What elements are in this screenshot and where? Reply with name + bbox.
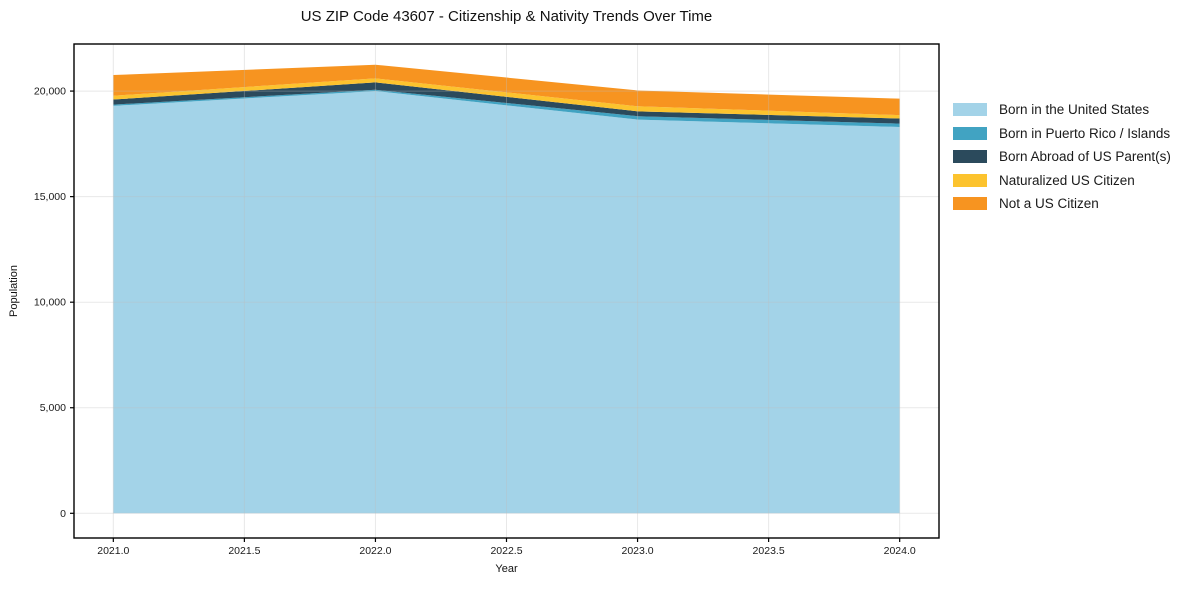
legend-item-not-a-us-citizen: Not a US Citizen: [953, 196, 1171, 212]
x-axis-label: Year: [495, 563, 518, 575]
legend-swatch: [953, 173, 987, 187]
area-born-in-puerto-rico-islands: [113, 89, 900, 127]
legend-label: Born Abroad of US Parent(s): [999, 149, 1171, 165]
x-tick-label: 2022.0: [359, 545, 391, 557]
legend-label: Not a US Citizen: [999, 196, 1099, 212]
y-tick-label: 0: [60, 508, 66, 520]
x-tick-label: 2024.0: [884, 545, 916, 557]
x-tick-label: 2021.5: [228, 545, 260, 557]
y-tick-label: 20,000: [34, 86, 66, 98]
y-axis-label: Population: [8, 265, 20, 317]
legend-item-born-in-puerto-rico-islands: Born in Puerto Rico / Islands: [953, 125, 1171, 141]
area-born-in-the-united-states: [113, 91, 900, 514]
x-tick-label: 2023.5: [753, 545, 785, 557]
area-born-abroad-of-us-parent-s: [113, 82, 900, 124]
legend-swatch: [953, 197, 987, 211]
chart-title: US ZIP Code 43607 - Citizenship & Nativi…: [300, 8, 713, 25]
legend-swatch: [953, 126, 987, 140]
area-naturalized-us-citizen: [113, 78, 900, 119]
legend-label: Naturalized US Citizen: [999, 172, 1135, 188]
area-not-a-us-citizen: [113, 64, 900, 116]
x-tick-label: 2021.0: [97, 545, 129, 557]
legend-label: Born in the United States: [999, 102, 1150, 118]
y-tick-label: 15,000: [34, 191, 66, 203]
legend-label: Born in Puerto Rico / Islands: [999, 125, 1171, 141]
legend-item-born-abroad-of-us-parent-s: Born Abroad of US Parent(s): [953, 149, 1171, 165]
x-tick-label: 2022.5: [490, 545, 522, 557]
legend-swatch: [953, 103, 987, 117]
legend-item-born-in-the-united-states: Born in the United States: [953, 102, 1171, 118]
legend: Born in the United States Born in Puerto …: [953, 102, 1171, 221]
y-tick-label: 5,000: [40, 402, 66, 414]
y-tick-label: 10,000: [34, 297, 66, 309]
legend-swatch: [953, 150, 987, 164]
x-tick-label: 2023.0: [621, 545, 653, 557]
legend-item-naturalized-us-citizen: Naturalized US Citizen: [953, 172, 1171, 188]
